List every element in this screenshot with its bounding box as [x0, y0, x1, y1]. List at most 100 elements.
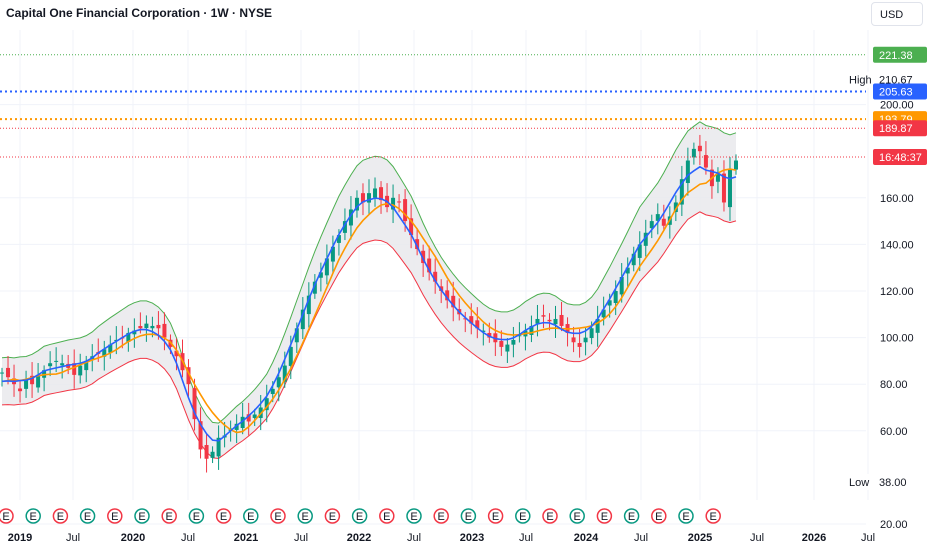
- y-tick-label: 140.00: [880, 239, 914, 251]
- earnings-marker: [515, 508, 531, 524]
- candle-body: [312, 281, 317, 294]
- candle-body: [703, 155, 708, 168]
- candle-body: [186, 367, 191, 385]
- y-tick-label: 100.00: [880, 333, 914, 345]
- candle-body: [433, 271, 438, 282]
- x-tick-label: Jul: [519, 532, 533, 544]
- price-label-bg: [873, 46, 927, 63]
- earnings-label: E: [519, 511, 526, 523]
- band-fill: [2, 121, 736, 459]
- candle-body: [679, 179, 684, 205]
- candle-body: [577, 343, 582, 347]
- candle-body: [475, 320, 480, 329]
- price-label: 205.63: [879, 86, 913, 98]
- candle-body: [589, 328, 594, 339]
- earnings-label: E: [601, 511, 608, 523]
- x-tick-label: Jul: [750, 532, 764, 544]
- candle-body: [234, 423, 239, 430]
- candle-body: [727, 169, 732, 208]
- earnings-marker: [487, 508, 504, 524]
- candle-body: [583, 337, 588, 343]
- candle-body: [619, 277, 624, 295]
- x-tick-label: Jul: [66, 532, 80, 544]
- earnings-marker: [379, 508, 395, 524]
- x-tick-label: Jul: [861, 532, 875, 544]
- candle-body: [721, 173, 726, 203]
- earnings-marker: [705, 508, 721, 524]
- y-tick-label: 20.00: [880, 519, 908, 531]
- candle-body: [348, 209, 353, 226]
- earnings-marker: [107, 508, 123, 524]
- candle-body: [367, 193, 371, 203]
- x-tick-label: 2025: [688, 532, 712, 544]
- candle-body: [625, 267, 630, 274]
- candle-body: [391, 197, 396, 210]
- earnings-label: E: [30, 511, 37, 523]
- x-tick-label: Jul: [294, 532, 308, 544]
- candle-body: [451, 295, 456, 308]
- x-tick-label: Jul: [407, 532, 421, 544]
- candle-body: [360, 193, 365, 203]
- candle-body: [505, 344, 510, 352]
- candle-body: [607, 300, 612, 306]
- candle-body: [487, 332, 492, 338]
- candle-body: [571, 337, 576, 343]
- candle-body: [553, 318, 558, 325]
- y-tick-label: 160.00: [880, 193, 914, 205]
- candle-body: [210, 451, 215, 458]
- candle-body: [48, 363, 53, 367]
- earnings-label: E: [220, 511, 227, 523]
- earnings-marker: [52, 508, 69, 524]
- candle-body: [661, 218, 666, 226]
- earnings-label: E: [302, 511, 309, 523]
- candle-body: [318, 272, 323, 278]
- candle-body: [18, 388, 23, 392]
- candle-body: [150, 325, 155, 329]
- candle-body: [324, 258, 329, 276]
- candle-body: [595, 318, 600, 333]
- candle-body: [373, 188, 378, 198]
- candle-body: [216, 437, 221, 457]
- earnings-marker: [351, 508, 368, 524]
- x-tick-label: 2021: [234, 532, 258, 544]
- earnings-label: E: [57, 511, 64, 523]
- candle-body: [36, 374, 41, 388]
- price-label-bg: [873, 149, 927, 166]
- earnings-label: E: [383, 511, 390, 523]
- y-tick-label: 120.00: [880, 286, 914, 298]
- candle-body: [336, 235, 341, 243]
- candle-body: [511, 339, 516, 345]
- orange-ma-line: [1, 168, 737, 434]
- price-label: 221.38: [879, 50, 913, 62]
- candle-body: [529, 325, 534, 335]
- candle-body: [481, 330, 486, 332]
- candle-body: [54, 360, 59, 362]
- candle-body: [294, 328, 299, 343]
- currency-selector[interactable]: USD: [871, 2, 923, 26]
- candle-body: [72, 363, 77, 375]
- candle-body: [734, 160, 738, 170]
- candle-body: [649, 221, 654, 229]
- earnings-marker: [406, 508, 422, 524]
- earnings-label: E: [84, 511, 91, 523]
- price-label: 16:48:37: [879, 152, 922, 164]
- candle-body: [300, 309, 305, 330]
- candle-body: [601, 309, 606, 318]
- candle-body: [637, 244, 642, 258]
- earnings-label: E: [247, 511, 254, 523]
- upper-band-line: [1, 121, 737, 424]
- earnings-label: E: [274, 511, 281, 523]
- earnings-marker: [243, 508, 259, 524]
- earnings-label: E: [2, 511, 9, 523]
- earnings-marker: [678, 508, 694, 524]
- candle-body: [126, 332, 131, 342]
- candle-body: [102, 349, 107, 357]
- candle-body: [697, 145, 702, 152]
- lower-band-line: [1, 211, 737, 459]
- candle-body: [547, 319, 552, 322]
- x-tick-label: Jul: [634, 532, 648, 544]
- candle-body: [354, 197, 359, 211]
- candle-body: [264, 398, 269, 411]
- candle-body: [132, 330, 137, 335]
